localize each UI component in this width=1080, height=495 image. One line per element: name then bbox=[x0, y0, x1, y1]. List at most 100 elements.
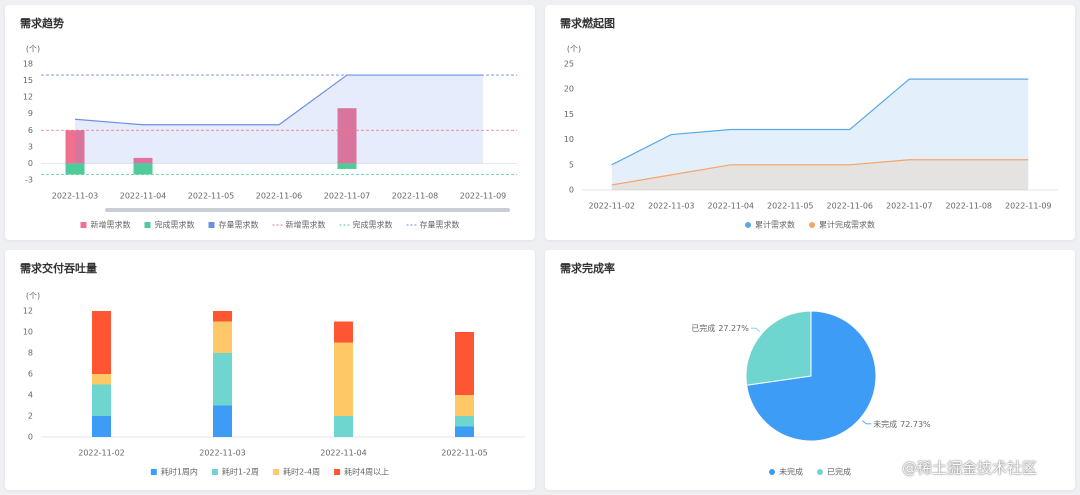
x-tick-label: 2022-11-09 bbox=[1005, 202, 1052, 211]
slice-label: 未完成 72.73% bbox=[873, 418, 931, 428]
legend-swatch bbox=[769, 469, 775, 475]
card: 需求趋势 (个) -3 0 3 6 9 12 15 18 2022-11-03 2022-11-04… bbox=[5, 5, 535, 240]
x-tick-label: 2022-11-05 bbox=[188, 192, 235, 201]
y-tick-label: 25 bbox=[564, 60, 574, 69]
y-tick-label: 3 bbox=[28, 142, 33, 151]
legend-swatch bbox=[334, 469, 341, 475]
y-tick-label: 6 bbox=[28, 126, 33, 135]
y-tick-label: 12 bbox=[23, 307, 33, 316]
y-tick-label: 0 bbox=[28, 433, 33, 442]
pie-slice bbox=[745, 310, 812, 386]
legend: 耗时1周内 耗时1-2周 耗时2-4周 耗时4周以上 bbox=[150, 467, 389, 477]
y-tick-label: 12 bbox=[23, 93, 33, 102]
card: 需求交付吞吐量 (个) 0 2 4 6 8 10 12 2022-11-02 2022-11-03… bbox=[5, 250, 535, 490]
legend-label: 新增需求数 bbox=[286, 220, 326, 230]
y-tick-label: 20 bbox=[564, 85, 574, 94]
y-tick-label: 5 bbox=[569, 160, 574, 169]
x-tick-label: 2022-11-05 bbox=[767, 202, 814, 211]
y-tick-label: 2 bbox=[28, 412, 33, 421]
legend-label: 存量需求数 bbox=[420, 220, 460, 230]
legend-label: 耗时4周以上 bbox=[344, 467, 389, 477]
slice-label: 已完成 27.27% bbox=[691, 323, 749, 333]
y-axis-label: (个) bbox=[26, 292, 40, 301]
y-tick-label: 10 bbox=[564, 135, 574, 144]
x-tick-label: 2022-11-05 bbox=[441, 449, 488, 458]
area bbox=[611, 79, 1029, 190]
area bbox=[611, 159, 1029, 190]
x-tick-label: 2022-11-06 bbox=[827, 202, 874, 211]
x-tick-label: 2022-11-09 bbox=[460, 192, 507, 201]
legend-swatch bbox=[80, 222, 87, 228]
chart: 未完成 72.73%已完成 27.27%未完成 已完成 bbox=[691, 310, 931, 477]
label-line bbox=[862, 420, 872, 425]
y-axis-label: (个) bbox=[26, 45, 40, 54]
legend-label: 已完成 bbox=[827, 467, 851, 477]
y-tick-label: 15 bbox=[23, 76, 33, 85]
chart-title: 需求交付吞吐量 bbox=[20, 262, 97, 275]
y-tick-label: 4 bbox=[28, 391, 33, 400]
bar bbox=[455, 395, 474, 416]
bar bbox=[92, 416, 111, 437]
x-tick-label: 2022-11-04 bbox=[320, 449, 367, 458]
area bbox=[75, 75, 483, 164]
x-tick-label: 2022-11-03 bbox=[199, 449, 246, 458]
bar bbox=[337, 163, 357, 169]
chart-title: 需求趋势 bbox=[20, 17, 64, 30]
legend-swatch bbox=[208, 222, 215, 228]
legend-label: 累计需求数 bbox=[755, 220, 795, 230]
label-line bbox=[750, 327, 760, 332]
bar bbox=[133, 157, 153, 164]
zoom-slider bbox=[105, 208, 510, 212]
x-tick-label: 2022-11-08 bbox=[392, 192, 439, 201]
legend: 未完成 已完成 bbox=[769, 467, 851, 477]
chart: (个) 0 2 4 6 8 10 12 2022-11-02 2022-11-03 2022-11-… bbox=[23, 292, 525, 477]
legend-swatch bbox=[273, 469, 279, 475]
legend-swatch bbox=[745, 222, 751, 228]
bar bbox=[455, 426, 474, 437]
legend-swatch bbox=[211, 469, 218, 475]
x-tick-label: 2022-11-04 bbox=[708, 202, 755, 211]
bar bbox=[65, 130, 85, 164]
chart-title: 需求完成率 bbox=[560, 262, 615, 275]
y-axis-label: (个) bbox=[567, 45, 581, 54]
legend-label: 耗时1周内 bbox=[161, 467, 198, 477]
y-tick-label: 9 bbox=[28, 109, 33, 118]
legend-swatch bbox=[809, 222, 815, 228]
bar bbox=[455, 332, 474, 395]
slice-name: 未完成 bbox=[873, 418, 897, 428]
x-tick-label: 2022-11-04 bbox=[120, 192, 167, 201]
legend-swatch bbox=[817, 469, 823, 475]
x-tick-label: 2022-11-07 bbox=[324, 192, 371, 201]
y-tick-label: 15 bbox=[564, 110, 574, 119]
legend: 累计需求数 累计完成需求数 bbox=[745, 220, 875, 230]
chart: (个) 0 5 10 15 20 25 2022-11-02 2022-11-03 2022-11… bbox=[564, 45, 1058, 230]
slice-name: 已完成 bbox=[691, 323, 715, 333]
bar bbox=[92, 384, 111, 416]
bar bbox=[213, 353, 232, 406]
chart-title: 需求燃起图 bbox=[560, 17, 615, 30]
y-tick-label: 8 bbox=[28, 349, 33, 358]
x-tick-label: 2022-11-08 bbox=[946, 202, 993, 211]
bar bbox=[334, 342, 353, 416]
bar bbox=[213, 311, 232, 322]
x-tick-label: 2022-11-07 bbox=[886, 202, 933, 211]
bar bbox=[65, 163, 85, 175]
bar bbox=[337, 108, 357, 164]
bar bbox=[334, 321, 353, 343]
legend-label: 未完成 bbox=[779, 467, 803, 477]
x-tick-label: 2022-11-06 bbox=[256, 192, 303, 201]
card: 需求燃起图 (个) 0 5 10 15 20 25 2022-11-02 2022-11-03 2… bbox=[545, 5, 1075, 240]
bar bbox=[213, 405, 232, 437]
line bbox=[611, 159, 1029, 186]
x-tick-label: 2022-11-03 bbox=[52, 192, 99, 201]
y-tick-label: 6 bbox=[28, 370, 33, 379]
line bbox=[611, 78, 1029, 166]
bar bbox=[133, 163, 153, 175]
bar bbox=[334, 416, 353, 437]
card: 需求完成率 未完成 72.73% 已完成 27.27% 未完成 已完成 bbox=[545, 250, 1075, 490]
x-tick-label: 2022-11-03 bbox=[648, 202, 695, 211]
legend-label: 累计完成需求数 bbox=[819, 220, 875, 230]
legend: 新增需求数 完成需求数 存量需求数 新增需求数 完成需求数 存量需求数 bbox=[80, 220, 460, 230]
y-tick-label: 0 bbox=[569, 186, 574, 195]
slice-value: 72.73% bbox=[900, 419, 931, 428]
